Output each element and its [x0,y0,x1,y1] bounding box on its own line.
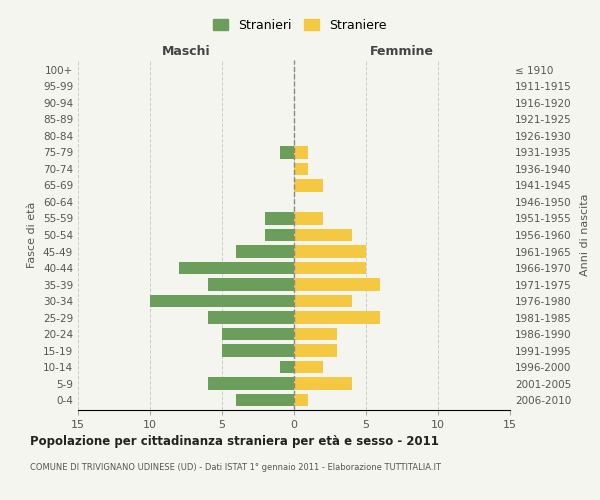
Bar [294,146,308,158]
Bar [208,378,294,390]
Bar [150,295,294,307]
Bar [294,344,337,357]
Bar [294,278,380,290]
Text: COMUNE DI TRIVIGNANO UDINESE (UD) - Dati ISTAT 1° gennaio 2011 - Elaborazione TU: COMUNE DI TRIVIGNANO UDINESE (UD) - Dati… [30,462,441,471]
Bar [294,246,366,258]
Y-axis label: Anni di nascita: Anni di nascita [580,194,590,276]
Bar [265,229,294,241]
Legend: Stranieri, Straniere: Stranieri, Straniere [211,16,389,34]
Bar [280,146,294,158]
Bar [294,163,308,175]
Bar [236,394,294,406]
Bar [179,262,294,274]
Bar [294,229,352,241]
Text: Popolazione per cittadinanza straniera per età e sesso - 2011: Popolazione per cittadinanza straniera p… [30,435,439,448]
Bar [294,312,380,324]
Text: Femmine: Femmine [370,46,434,59]
Y-axis label: Fasce di età: Fasce di età [28,202,37,268]
Bar [265,212,294,224]
Bar [294,328,337,340]
Bar [222,344,294,357]
Bar [294,394,308,406]
Bar [294,361,323,374]
Bar [294,378,352,390]
Bar [294,212,323,224]
Bar [222,328,294,340]
Bar [280,361,294,374]
Bar [236,246,294,258]
Bar [294,295,352,307]
Text: Maschi: Maschi [161,46,211,59]
Bar [294,180,323,192]
Bar [208,278,294,290]
Bar [208,312,294,324]
Bar [294,262,366,274]
